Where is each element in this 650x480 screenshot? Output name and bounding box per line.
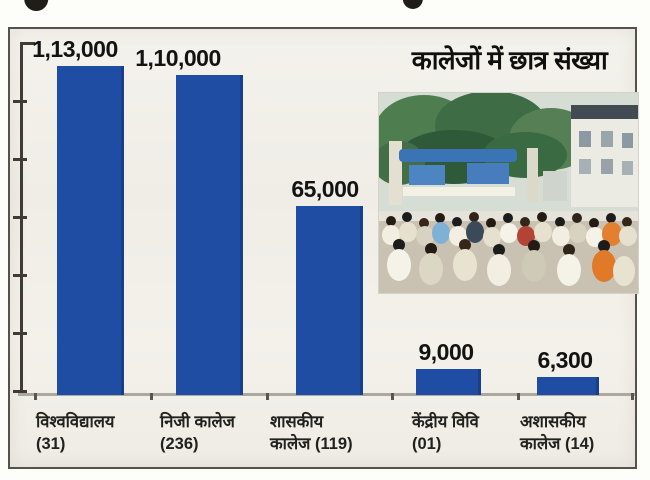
category-label-line: कालेज (119) — [270, 435, 353, 453]
y-axis-tick — [13, 274, 27, 277]
bar-value-label: 1,13,000 — [32, 36, 118, 62]
y-axis-tick — [13, 390, 27, 393]
category-label-line: शासकीय — [270, 413, 324, 431]
college-gate-photo-illustration — [379, 93, 638, 293]
bar-value-label: 1,10,000 — [135, 45, 221, 71]
x-axis-tick — [266, 393, 269, 400]
x-axis-tick — [150, 393, 153, 400]
x-axis-tick — [631, 393, 634, 400]
bar-3 — [296, 206, 363, 395]
category-label: अशासकीय कालेज (14) — [520, 411, 594, 455]
bar-1 — [57, 66, 124, 395]
bar-4 — [416, 369, 481, 395]
bar-value-label: 65,000 — [291, 176, 359, 202]
category-label-line: विश्वविद्यालय — [36, 413, 115, 431]
college-gate-photo — [378, 92, 639, 294]
y-axis-top-tick — [20, 42, 35, 45]
category-label: शासकीय कालेज (119) — [270, 411, 353, 455]
bar-2 — [176, 75, 243, 395]
cropped-headline-fragment — [23, 0, 49, 12]
category-label-line: निजी कालेज — [160, 413, 235, 431]
category-label-line: (236) — [160, 435, 199, 453]
category-label-line: कालेज (14) — [520, 435, 595, 453]
x-axis-tick — [391, 393, 394, 400]
category-label-line: अशासकीय — [520, 413, 586, 431]
bar-value-label: 9,000 — [418, 339, 474, 365]
category-label: विश्वविद्यालय (31) — [36, 411, 115, 455]
category-label-line: (01) — [412, 435, 442, 453]
chart-title: कालेजों में छात्र संख्या — [411, 45, 608, 75]
category-label-line: केंद्रीय विवि — [412, 413, 479, 431]
bar-value-label: 6,300 — [537, 347, 593, 373]
y-axis-tick — [13, 100, 27, 103]
cropped-headline-fragment — [402, 0, 424, 10]
y-axis-tick — [13, 216, 27, 219]
y-axis-tick — [13, 332, 27, 335]
bar-5 — [537, 377, 599, 395]
y-axis-tick — [13, 158, 27, 161]
category-label: केंद्रीय विवि (01) — [412, 411, 479, 455]
category-label-line: (31) — [36, 435, 66, 453]
x-axis-tick — [517, 393, 520, 400]
category-label: निजी कालेज (236) — [160, 411, 235, 455]
x-axis-tick — [34, 393, 37, 400]
